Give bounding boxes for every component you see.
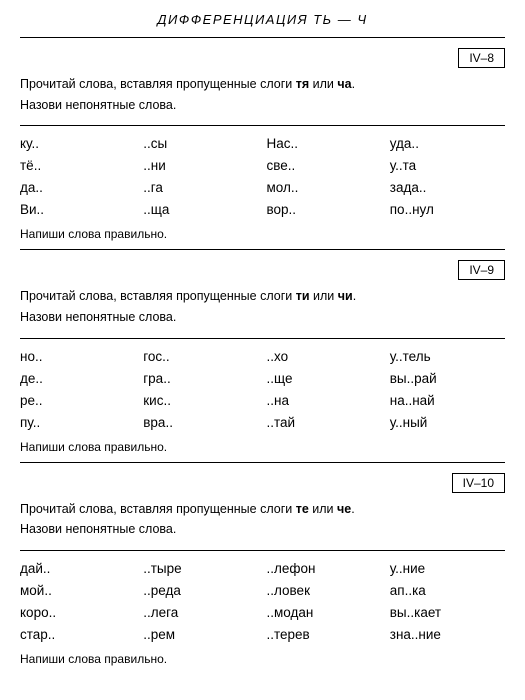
instr-line2: Назови непонятные слова. bbox=[20, 310, 176, 324]
instr-text: Прочитай слова, вставляя пропущенные сло… bbox=[20, 502, 296, 516]
instr-line2: Назови непонятные слова. bbox=[20, 98, 176, 112]
word-cell: на..най bbox=[390, 393, 505, 408]
word-cell: Ви.. bbox=[20, 202, 135, 217]
word-cell: мол.. bbox=[267, 180, 382, 195]
syll-2: че bbox=[337, 502, 351, 516]
word-cell: вы..кает bbox=[390, 605, 505, 620]
word-cell: Нас.. bbox=[267, 136, 382, 151]
word-cell: у..та bbox=[390, 158, 505, 173]
badge-row: IV–8 bbox=[20, 48, 505, 68]
instr-post: . bbox=[353, 289, 356, 303]
word-cell: ..ни bbox=[143, 158, 258, 173]
word-cell: ап..ка bbox=[390, 583, 505, 598]
word-cell: ..лега bbox=[143, 605, 258, 620]
word-cell: у..ние bbox=[390, 561, 505, 576]
divider bbox=[20, 338, 505, 339]
word-cell: по..нул bbox=[390, 202, 505, 217]
syll-2: ча bbox=[337, 77, 351, 91]
word-cell: ..терев bbox=[267, 627, 382, 642]
word-cell: у..тель bbox=[390, 349, 505, 364]
instruction: Прочитай слова, вставляя пропущенные сло… bbox=[20, 499, 505, 540]
divider bbox=[20, 550, 505, 551]
word-cell: ..ща bbox=[143, 202, 258, 217]
word-cell: ..хо bbox=[267, 349, 382, 364]
word-cell: но.. bbox=[20, 349, 135, 364]
divider bbox=[20, 125, 505, 126]
word-cell: ..тыре bbox=[143, 561, 258, 576]
word-cell: ..ловек bbox=[267, 583, 382, 598]
word-cell: вор.. bbox=[267, 202, 382, 217]
word-cell: мой.. bbox=[20, 583, 135, 598]
syll-1: те bbox=[296, 502, 309, 516]
word-cell: ..лефон bbox=[267, 561, 382, 576]
page-title: ДИФФЕРЕНЦИАЦИЯ ТЬ — Ч bbox=[20, 12, 505, 27]
word-cell: да.. bbox=[20, 180, 135, 195]
word-cell: кис.. bbox=[143, 393, 258, 408]
badge-row: IV–9 bbox=[20, 260, 505, 280]
word-cell: ..тай bbox=[267, 415, 382, 430]
word-cell: у..ный bbox=[390, 415, 505, 430]
divider bbox=[20, 37, 505, 38]
word-cell: тё.. bbox=[20, 158, 135, 173]
word-cell: гос.. bbox=[143, 349, 258, 364]
word-cell: ..сы bbox=[143, 136, 258, 151]
word-cell: вы..рай bbox=[390, 371, 505, 386]
word-grid: дай.. ..тыре ..лефон у..ние мой.. ..реда… bbox=[20, 561, 505, 642]
divider bbox=[20, 462, 505, 463]
note: Напиши слова правильно. bbox=[20, 227, 505, 241]
word-cell: ..рем bbox=[143, 627, 258, 642]
word-grid: ку.. ..сы Нас.. уда.. тё.. ..ни све.. у.… bbox=[20, 136, 505, 217]
word-cell: ку.. bbox=[20, 136, 135, 151]
page: ДИФФЕРЕНЦИАЦИЯ ТЬ — Ч IV–8 Прочитай слов… bbox=[0, 0, 525, 688]
section-badge: IV–8 bbox=[458, 48, 505, 68]
word-cell: ..на bbox=[267, 393, 382, 408]
word-cell: ..га bbox=[143, 180, 258, 195]
word-cell: гра.. bbox=[143, 371, 258, 386]
word-cell: ..модан bbox=[267, 605, 382, 620]
syll-1: тя bbox=[296, 77, 309, 91]
badge-row: IV–10 bbox=[20, 473, 505, 493]
syll-1: ти bbox=[296, 289, 310, 303]
word-grid: но.. гос.. ..хо у..тель де.. гра.. ..ще … bbox=[20, 349, 505, 430]
word-cell: стар.. bbox=[20, 627, 135, 642]
note: Напиши слова правильно. bbox=[20, 652, 505, 666]
note: Напиши слова правильно. bbox=[20, 440, 505, 454]
instr-mid: или bbox=[309, 77, 337, 91]
word-cell: пу.. bbox=[20, 415, 135, 430]
word-cell: уда.. bbox=[390, 136, 505, 151]
word-cell: вра.. bbox=[143, 415, 258, 430]
instr-text: Прочитай слова, вставляя пропущенные сло… bbox=[20, 77, 296, 91]
word-cell: ..реда bbox=[143, 583, 258, 598]
instruction: Прочитай слова, вставляя пропущенные сло… bbox=[20, 286, 505, 327]
instr-mid: или bbox=[310, 289, 338, 303]
section-badge: IV–10 bbox=[452, 473, 505, 493]
word-cell: све.. bbox=[267, 158, 382, 173]
word-cell: ..ще bbox=[267, 371, 382, 386]
syll-2: чи bbox=[338, 289, 353, 303]
word-cell: зна..ние bbox=[390, 627, 505, 642]
section-badge: IV–9 bbox=[458, 260, 505, 280]
instr-mid: или bbox=[309, 502, 337, 516]
instruction: Прочитай слова, вставляя пропущенные сло… bbox=[20, 74, 505, 115]
word-cell: дай.. bbox=[20, 561, 135, 576]
instr-text: Прочитай слова, вставляя пропущенные сло… bbox=[20, 289, 296, 303]
instr-post: . bbox=[351, 502, 354, 516]
divider bbox=[20, 249, 505, 250]
word-cell: ре.. bbox=[20, 393, 135, 408]
word-cell: зада.. bbox=[390, 180, 505, 195]
instr-post: . bbox=[352, 77, 355, 91]
instr-line2: Назови непонятные слова. bbox=[20, 522, 176, 536]
word-cell: де.. bbox=[20, 371, 135, 386]
word-cell: коро.. bbox=[20, 605, 135, 620]
